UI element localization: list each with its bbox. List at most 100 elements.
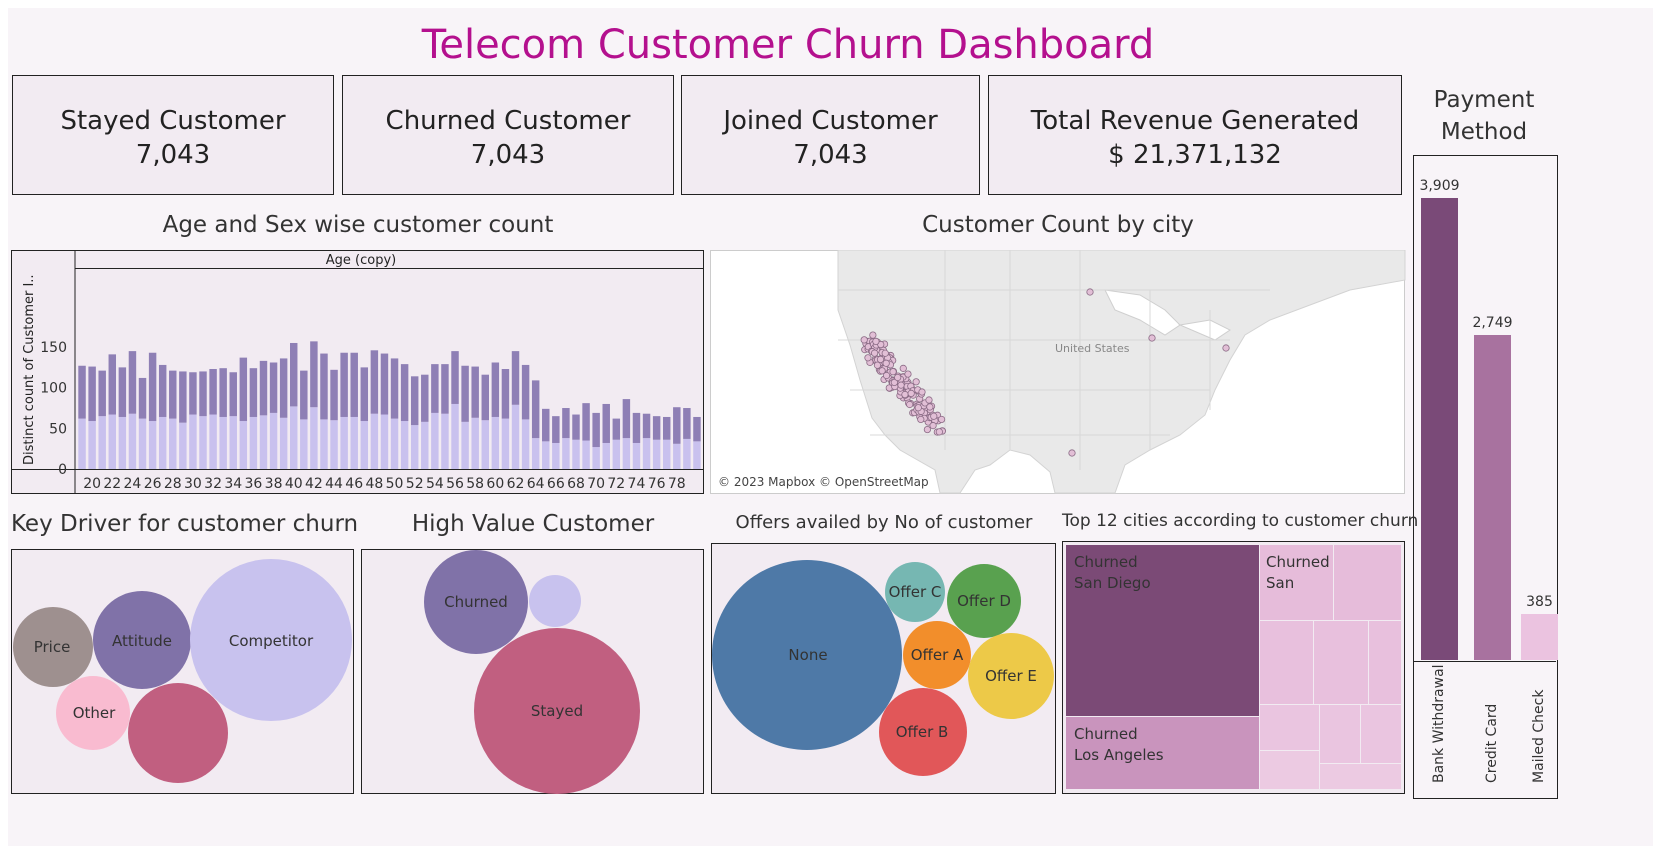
age-bar-segment-upper[interactable] [592,412,600,448]
age-bar-segment-upper[interactable] [572,414,580,440]
tile-san-diego[interactable] [1066,545,1259,716]
age-bar-segment-lower[interactable] [209,414,217,469]
age-bar-segment-upper[interactable] [179,371,187,423]
age-bar-segment-upper[interactable] [330,369,338,421]
age-bar-segment-upper[interactable] [128,351,137,414]
age-bar-segment-upper[interactable] [622,399,631,439]
city-point[interactable] [925,396,933,404]
bubble-churned[interactable] [424,550,528,654]
age-bar-segment-upper[interactable] [360,367,369,422]
age-bar-segment-lower[interactable] [350,416,358,469]
age-bar-segment-lower[interactable] [642,438,651,469]
kpi-churned-customer[interactable]: Churned Customer 7,043 [342,75,674,195]
age-bar-segment-upper[interactable] [612,418,621,440]
bubble-attitude[interactable] [93,591,191,689]
age-bar-segment-lower[interactable] [612,439,621,469]
age-bar-segment-lower[interactable] [118,416,127,469]
age-bar-segment-upper[interactable] [98,370,106,417]
city-point[interactable] [1148,334,1156,342]
age-bar-segment-upper[interactable] [582,403,590,441]
age-bar-segment-lower[interactable] [310,407,318,469]
bubble-other[interactable] [56,676,130,750]
age-bar-segment-lower[interactable] [632,442,641,469]
age-bar-segment-upper[interactable] [199,371,207,417]
age-bar-segment-lower[interactable] [481,420,489,469]
age-bar-segment-lower[interactable] [441,413,449,469]
age-bar-segment-lower[interactable] [158,416,167,469]
age-bar-segment-lower[interactable] [400,421,409,469]
tile-city[interactable] [1320,764,1401,789]
age-bar-segment-lower[interactable] [290,406,298,469]
age-bar-segment-lower[interactable] [300,419,308,469]
age-bar-segment-upper[interactable] [421,374,429,422]
city-point[interactable] [904,370,912,378]
bubble-competitor[interactable] [190,559,352,721]
age-bar-segment-upper[interactable] [501,369,510,419]
age-bar-segment-lower[interactable] [683,438,691,469]
city-point[interactable] [930,412,938,420]
age-bar-segment-upper[interactable] [673,407,681,444]
age-bar-segment-lower[interactable] [219,416,227,469]
payment-bar[interactable] [1521,614,1558,660]
city-point[interactable] [873,361,882,369]
age-bar-segment-upper[interactable] [350,352,358,417]
city-point[interactable] [869,331,877,339]
age-bar-segment-lower[interactable] [531,438,540,469]
top-cities-treemap[interactable] [1062,541,1406,795]
key-driver-bubble-chart[interactable] [11,549,355,795]
tile-city[interactable] [1361,705,1401,763]
age-bar-segment-lower[interactable] [78,418,86,469]
age-bar-segment-upper[interactable] [259,360,268,416]
bubble-price[interactable] [13,607,93,687]
age-bar-segment-upper[interactable] [552,416,560,443]
payment-bar[interactable] [1474,335,1511,660]
kpi-stayed-customer[interactable]: Stayed Customer 7,043 [12,75,334,195]
age-bar-segment-lower[interactable] [380,414,389,469]
age-bar-segment-upper[interactable] [602,403,610,443]
bubble-stayed[interactable] [474,628,640,794]
high-value-bubble-chart[interactable] [361,549,705,795]
age-bar-segment-upper[interactable] [481,374,489,421]
age-bar-segment-upper[interactable] [169,370,177,419]
age-bar-segment-lower[interactable] [88,421,96,469]
age-bar-segment-upper[interactable] [662,416,671,440]
age-bar-segment-lower[interactable] [169,418,177,469]
age-bar-segment-lower[interactable] [592,447,600,469]
age-bar-segment-upper[interactable] [542,408,550,442]
city-point[interactable] [894,373,902,382]
customer-city-map[interactable]: United States © 2023 Mapbox © OpenStreet… [710,250,1406,495]
city-point[interactable] [889,368,897,376]
tile-city[interactable] [1369,621,1401,704]
city-point[interactable] [897,381,905,389]
city-point[interactable] [926,403,934,411]
age-bar-segment-lower[interactable] [552,442,560,469]
age-bar-segment-upper[interactable] [451,351,459,404]
age-bar-segment-lower[interactable] [542,441,550,469]
tile-city[interactable] [1314,621,1368,704]
age-bar-segment-upper[interactable] [390,358,399,419]
age-bar-segment-lower[interactable] [471,417,479,469]
age-bar-segment-upper[interactable] [108,354,117,415]
age-bar-segment-lower[interactable] [421,421,429,469]
city-point[interactable] [929,422,937,430]
age-bar-segment-lower[interactable] [199,416,207,469]
age-bar-segment-lower[interactable] [511,404,520,469]
city-point[interactable] [882,359,890,367]
city-point[interactable] [923,425,931,434]
age-bar-segment-upper[interactable] [310,341,318,408]
age-bar-segment-upper[interactable] [562,408,570,439]
age-bar-segment-lower[interactable] [662,439,671,469]
age-bar-segment-lower[interactable] [279,417,288,469]
tile-city[interactable] [1260,621,1313,704]
age-bar-segment-lower[interactable] [229,416,237,469]
age-bar-segment-lower[interactable] [491,416,500,469]
city-point[interactable] [937,415,946,424]
kpi-joined-customer[interactable]: Joined Customer 7,043 [681,75,980,195]
age-bar-segment-lower[interactable] [451,403,459,469]
tile-city[interactable] [1260,751,1319,789]
age-bar-segment-upper[interactable] [693,416,701,442]
city-point[interactable] [912,378,920,386]
age-bar-segment-lower[interactable] [249,416,258,469]
age-sex-bar-chart[interactable]: Age (copy) Distinct count of Customer I.… [11,250,705,495]
age-bar-segment-upper[interactable] [431,364,439,413]
